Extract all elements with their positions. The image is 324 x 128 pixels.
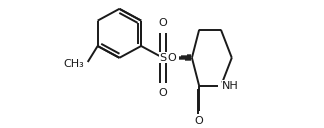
Text: O: O	[195, 116, 203, 126]
Text: CH₃: CH₃	[64, 59, 85, 69]
Text: NH: NH	[222, 81, 239, 91]
Text: O: O	[167, 53, 176, 63]
Text: O: O	[158, 88, 167, 98]
Text: O: O	[158, 18, 167, 28]
Text: S: S	[159, 53, 167, 63]
